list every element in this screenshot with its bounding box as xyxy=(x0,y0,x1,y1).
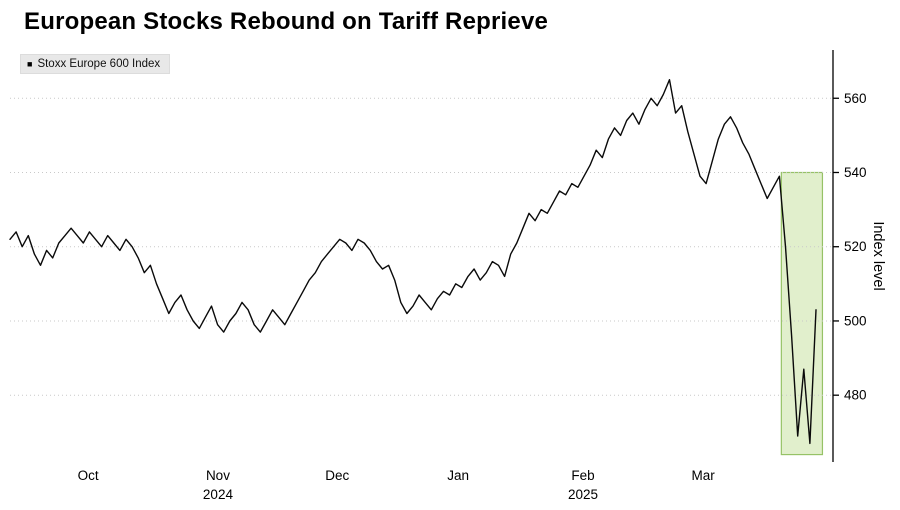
stock-line-chart: 480 500 520 540 560 Index level Oct Nov 2024 Dec J… xyxy=(9,50,886,502)
y-tick-label-520: 520 xyxy=(844,239,867,254)
y-tick-label-560: 560 xyxy=(844,91,867,106)
x-tick-label-jan: Jan xyxy=(447,468,469,483)
x-tick-label-oct: Oct xyxy=(78,468,99,483)
chart-title: European Stocks Rebound on Tariff Reprie… xyxy=(24,8,549,35)
price-line xyxy=(9,79,817,445)
y-axis-title: Index level xyxy=(870,221,886,290)
y-tick-label-540: 540 xyxy=(844,165,867,180)
x-tick-label-dec: Dec xyxy=(325,468,349,483)
x-tick-label-feb: Feb xyxy=(571,468,594,483)
x-tick-label-nov: Nov xyxy=(206,468,230,483)
x-tick-label-mar: Mar xyxy=(692,468,716,483)
x-year-label-2025: 2025 xyxy=(568,487,598,502)
y-tick-label-500: 500 xyxy=(844,313,867,328)
y-tick-label-480: 480 xyxy=(844,388,867,403)
legend-marker-icon: ■ xyxy=(27,58,33,69)
legend-label: Stoxx Europe 600 Index xyxy=(37,58,161,70)
legend: ■ Stoxx Europe 600 Index xyxy=(20,54,171,74)
x-year-label-2024: 2024 xyxy=(203,487,234,502)
